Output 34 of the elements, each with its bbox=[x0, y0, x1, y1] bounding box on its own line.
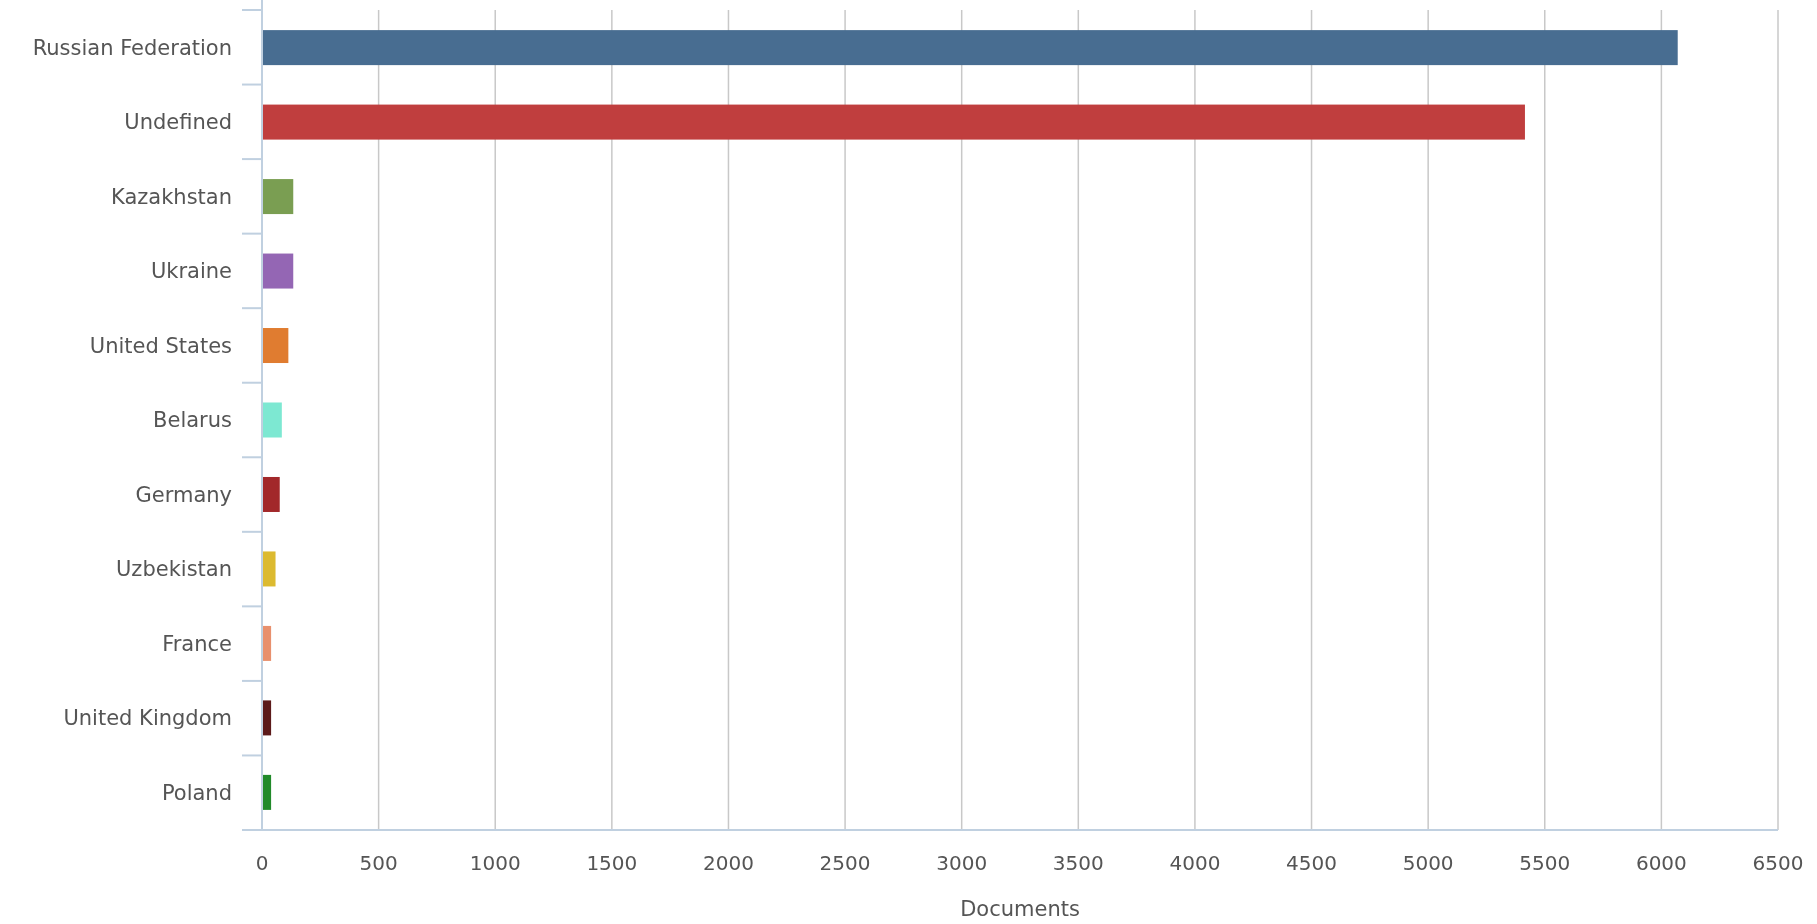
y-tick-label: Undefined bbox=[124, 110, 232, 135]
y-tick-label: Poland bbox=[161, 780, 232, 805]
x-tick-label: 4000 bbox=[1169, 851, 1221, 875]
y-tick-label: France bbox=[162, 631, 232, 656]
y-tick-label: Russian Federation bbox=[32, 35, 232, 60]
bar bbox=[262, 30, 1678, 66]
y-tick-label: United States bbox=[89, 333, 232, 358]
y-tick-label: Ukraine bbox=[150, 259, 232, 284]
x-tick-label: 1500 bbox=[586, 851, 638, 875]
x-tick-label: 500 bbox=[359, 851, 398, 875]
y-tick-label: Belarus bbox=[153, 408, 232, 433]
x-tick-label: 6000 bbox=[1635, 851, 1687, 875]
y-tick-label: Kazakhstan bbox=[111, 184, 232, 209]
bar bbox=[262, 476, 280, 512]
x-axis-title: Documents bbox=[960, 897, 1080, 921]
x-tick-label: 5500 bbox=[1519, 851, 1571, 875]
y-tick-label: Germany bbox=[135, 482, 232, 507]
x-tick-label: 2000 bbox=[703, 851, 754, 875]
x-tick-label: 3500 bbox=[1052, 851, 1104, 875]
x-tick-label: 2500 bbox=[819, 851, 871, 875]
bar bbox=[262, 328, 289, 364]
y-tick-label: Uzbekistan bbox=[116, 557, 232, 582]
bar bbox=[262, 551, 276, 587]
x-tick-label: 0 bbox=[255, 851, 269, 875]
x-tick-label: 5000 bbox=[1402, 851, 1454, 875]
y-tick-label: United Kingdom bbox=[63, 706, 232, 731]
x-tick-label: 1000 bbox=[469, 851, 521, 875]
x-tick-label: 6500 bbox=[1752, 851, 1804, 875]
x-tick-label: 4500 bbox=[1286, 851, 1337, 875]
bar bbox=[262, 179, 294, 215]
x-tick-label: 3000 bbox=[936, 851, 988, 875]
bar bbox=[262, 253, 294, 289]
bar bbox=[262, 402, 282, 438]
bar bbox=[262, 104, 1525, 140]
